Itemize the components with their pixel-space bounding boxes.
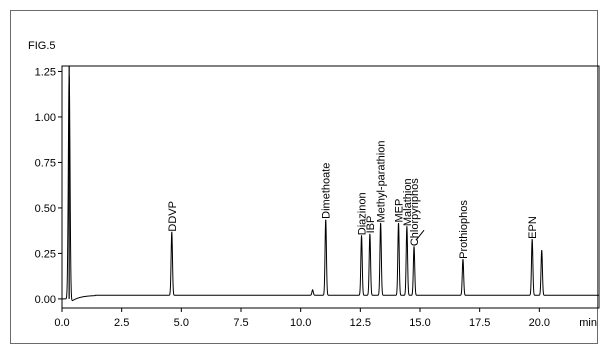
y-tick-label: 1.00 (35, 112, 56, 124)
x-tick-label: 0.0 (54, 317, 69, 329)
x-tick-label: 10.0 (290, 317, 311, 329)
peak-label: EPN (527, 216, 539, 239)
peak-label: Prothiophos (458, 200, 470, 259)
peak-label: Methyl-parathion (376, 141, 388, 223)
chromatogram-trace (62, 75, 599, 302)
x-tick-label: 15.0 (409, 317, 430, 329)
x-tick-label: 7.5 (233, 317, 248, 329)
y-tick-label: 0.50 (35, 203, 56, 215)
peak-label: Diazinon (357, 192, 369, 235)
peak-label-leader (415, 229, 425, 241)
peak-label: Malathion (402, 178, 414, 226)
peak-label: Dimethoate (321, 163, 333, 219)
peak-label: DDVP (167, 201, 179, 232)
x-tick-label: 2.5 (114, 317, 129, 329)
x-unit-label: min (579, 317, 597, 329)
y-tick-label: 0.25 (35, 248, 56, 260)
y-tick-label: 0.75 (35, 157, 56, 169)
plot-area-border (61, 65, 600, 309)
x-tick-label: 12.5 (350, 317, 371, 329)
x-tick-label: 5.0 (174, 317, 189, 329)
y-tick-label: 1.25 (35, 66, 56, 78)
peak-label: Chlorpyriphos (409, 178, 421, 246)
y-tick-label: 0.00 (35, 294, 56, 306)
figure-label: FIG.5 (28, 40, 56, 52)
peak-label: IBP (365, 216, 377, 234)
peak-label: MEP (394, 199, 406, 223)
x-tick-label: 17.5 (469, 317, 490, 329)
x-tick-label: 20.0 (529, 317, 550, 329)
